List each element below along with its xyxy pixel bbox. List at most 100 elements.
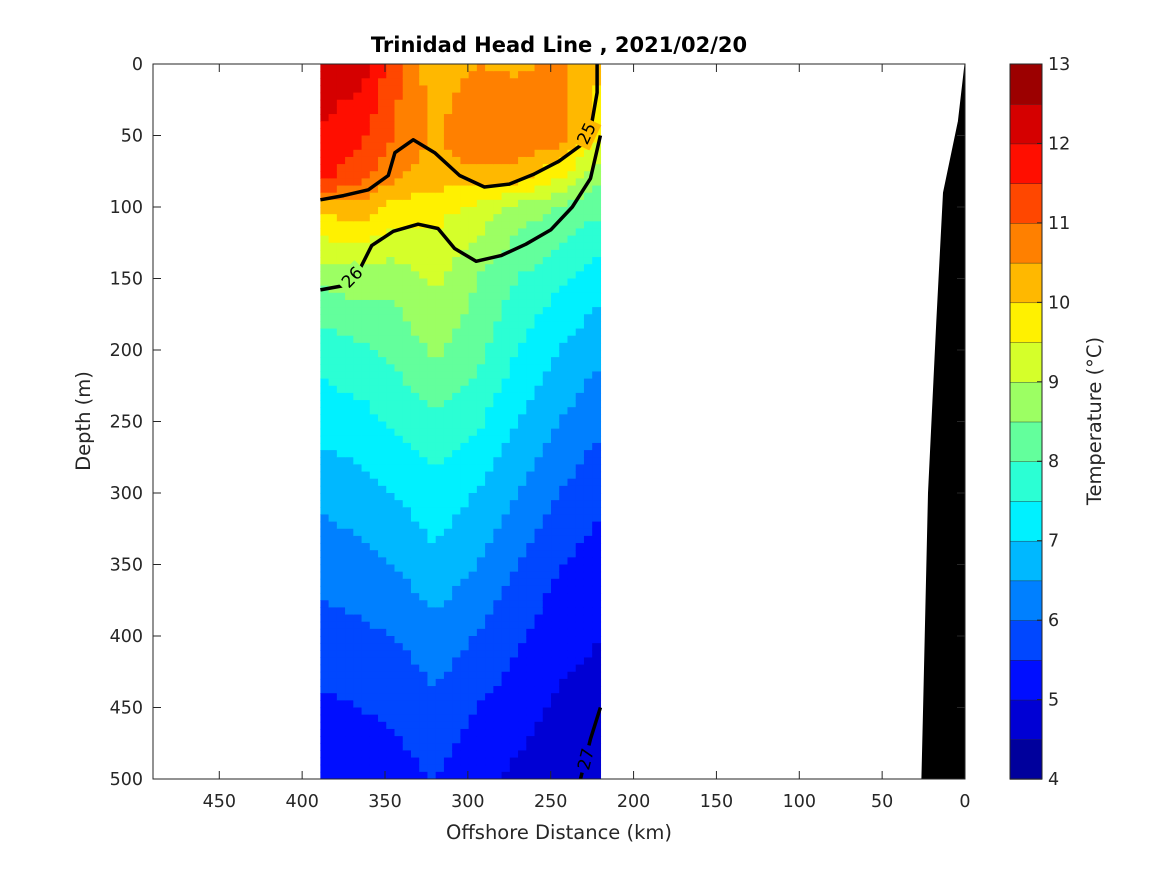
temperature-cell bbox=[526, 207, 536, 215]
temperature-cell bbox=[402, 292, 412, 301]
temperature-cell bbox=[378, 557, 387, 566]
temperature-cell bbox=[559, 636, 569, 644]
temperature-cell bbox=[476, 114, 486, 122]
temperature-cell bbox=[485, 421, 494, 430]
temperature-cell bbox=[369, 285, 379, 294]
temperature-cell bbox=[378, 535, 387, 544]
temperature-cell bbox=[534, 514, 544, 523]
temperature-cell bbox=[534, 156, 544, 165]
temperature-cell bbox=[567, 71, 577, 79]
temperature-cell bbox=[518, 271, 527, 280]
temperature-cell bbox=[353, 707, 363, 716]
temperature-cell bbox=[320, 164, 330, 172]
temperature-cell bbox=[592, 364, 602, 373]
temperature-cell bbox=[583, 671, 593, 680]
temperature-cell bbox=[378, 99, 387, 108]
temperature-cell bbox=[378, 285, 387, 294]
temperature-cell bbox=[345, 321, 354, 330]
temperature-cell bbox=[493, 535, 503, 544]
temperature-cell bbox=[353, 678, 363, 687]
temperature-cell bbox=[419, 335, 429, 344]
temperature-cell bbox=[501, 92, 511, 101]
temperature-cell bbox=[345, 700, 354, 709]
temperature-cell bbox=[378, 164, 387, 172]
temperature-cell bbox=[526, 407, 536, 415]
temperature-cell bbox=[534, 142, 544, 151]
temperature-cell bbox=[509, 750, 519, 759]
temperature-cell bbox=[460, 128, 470, 137]
temperature-cell bbox=[345, 743, 354, 751]
temperature-cell bbox=[493, 192, 503, 201]
temperature-cell bbox=[567, 485, 577, 494]
temperature-cell bbox=[534, 357, 544, 365]
temperature-cell bbox=[559, 142, 569, 151]
temperature-cell bbox=[493, 342, 503, 351]
temperature-cell bbox=[509, 471, 519, 480]
temperature-cell bbox=[460, 149, 470, 158]
temperature-cell bbox=[542, 321, 552, 330]
temperature-cell bbox=[369, 242, 379, 251]
temperature-cell bbox=[427, 564, 437, 573]
temperature-cell bbox=[526, 750, 536, 759]
temperature-cell bbox=[501, 435, 511, 444]
temperature-cell bbox=[452, 621, 461, 630]
temperature-cell bbox=[345, 528, 354, 537]
temperature-cell bbox=[501, 528, 511, 537]
temperature-cell bbox=[394, 493, 404, 501]
temperature-cell bbox=[328, 235, 338, 244]
temperature-cell bbox=[328, 628, 338, 637]
temperature-cell bbox=[575, 471, 585, 480]
temperature-cell bbox=[320, 764, 330, 773]
temperature-cell bbox=[509, 743, 519, 751]
temperature-cell bbox=[518, 535, 527, 544]
temperature-cell bbox=[410, 457, 420, 465]
temperature-cell bbox=[509, 156, 519, 165]
temperature-cell bbox=[542, 364, 552, 373]
temperature-cell bbox=[592, 585, 602, 594]
temperature-cell bbox=[369, 557, 379, 566]
temperature-cell bbox=[443, 471, 453, 480]
temperature-cell bbox=[378, 242, 387, 251]
temperature-cell bbox=[583, 185, 593, 194]
temperature-cell bbox=[460, 478, 470, 487]
temperature-cell bbox=[378, 621, 387, 630]
temperature-cell bbox=[336, 71, 346, 79]
temperature-cell bbox=[410, 750, 420, 759]
temperature-cell bbox=[518, 693, 527, 701]
temperature-cell bbox=[386, 714, 396, 723]
temperature-cell bbox=[526, 78, 536, 87]
temperature-cell bbox=[402, 371, 412, 380]
temperature-cell bbox=[509, 650, 519, 659]
temperature-cell bbox=[361, 121, 371, 129]
temperature-cell bbox=[402, 321, 412, 330]
temperature-cell bbox=[386, 535, 396, 544]
temperature-cell bbox=[443, 771, 453, 779]
temperature-cell bbox=[493, 564, 503, 573]
temperature-cell bbox=[435, 428, 445, 437]
temperature-cell bbox=[518, 414, 527, 423]
temperature-cell bbox=[534, 628, 544, 637]
temperature-cell bbox=[435, 750, 445, 759]
temperature-cell bbox=[345, 421, 354, 430]
temperature-cell bbox=[345, 400, 354, 408]
temperature-cell bbox=[402, 400, 412, 408]
temperature-cell bbox=[559, 364, 569, 373]
temperature-cell bbox=[493, 121, 503, 129]
temperature-cell bbox=[402, 178, 412, 187]
temperature-cell bbox=[485, 121, 494, 129]
temperature-cell bbox=[534, 442, 544, 451]
temperature-cell bbox=[361, 299, 371, 308]
temperature-cell bbox=[592, 335, 602, 344]
temperature-cell bbox=[410, 357, 420, 365]
temperature-cell bbox=[493, 643, 503, 651]
temperature-cell bbox=[419, 750, 429, 759]
temperature-cell bbox=[501, 564, 511, 573]
y-tick-label: 350 bbox=[110, 556, 143, 576]
temperature-cell bbox=[378, 693, 387, 701]
temperature-cell bbox=[410, 407, 420, 415]
temperature-cell bbox=[460, 607, 470, 616]
temperature-cell bbox=[378, 686, 387, 694]
temperature-cell bbox=[518, 514, 527, 523]
temperature-cell bbox=[493, 400, 503, 408]
